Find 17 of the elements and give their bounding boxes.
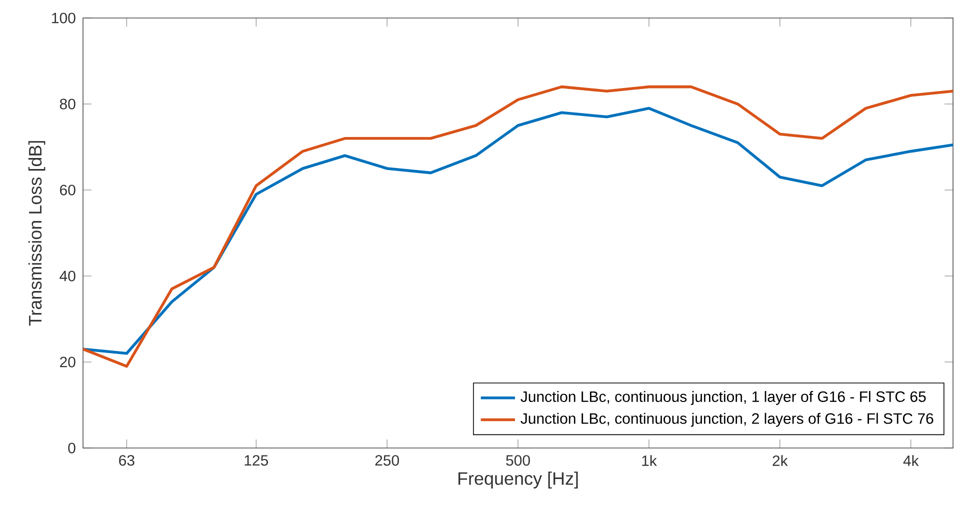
- x-tick-label: 250: [375, 455, 399, 466]
- x-tick-label: 2k: [772, 455, 788, 466]
- x-tick-label: 63: [119, 455, 134, 466]
- x-tick-label: 125: [244, 455, 268, 466]
- x-tick-label: 500: [506, 455, 530, 466]
- y-tick-label: 100: [52, 12, 76, 24]
- x-tick-label: 1k: [642, 455, 657, 466]
- y-axis-title: Transmission Loss [dB]: [28, 141, 46, 326]
- legend-label: Junction LBc, continuous junction, 2 layers of G16 - Fl STC 76: [520, 412, 934, 427]
- y-tick-label: 60: [60, 184, 76, 196]
- legend-label: Junction LBc, continuous junction, 1 layer of G16 - Fl STC 65: [520, 390, 926, 405]
- y-tick-label: 40: [60, 270, 76, 282]
- x-axis-title: Frequency [Hz]: [458, 472, 578, 488]
- y-tick-label: 20: [60, 356, 76, 368]
- y-tick-label: 0: [68, 442, 76, 454]
- x-tick-label: 4k: [903, 455, 919, 466]
- y-tick-label: 80: [60, 98, 76, 110]
